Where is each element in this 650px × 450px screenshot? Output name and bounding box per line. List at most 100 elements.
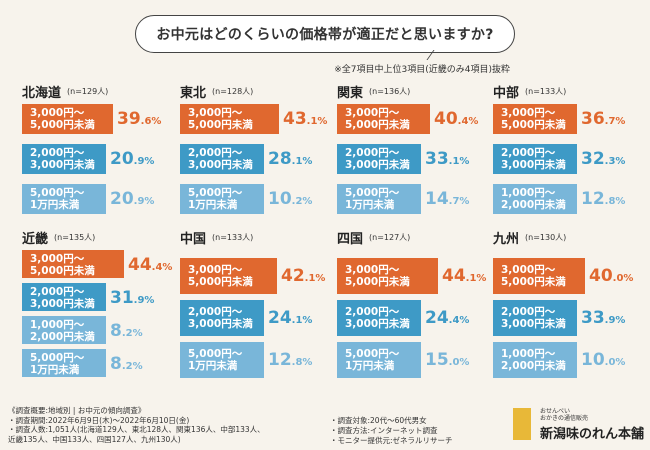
value-decimal: .0%: [612, 273, 634, 284]
value-integer: 10: [268, 189, 292, 209]
survey-respondents: ・調査人数:1,051人(北海道129人、東北128人、関東136人、中部133…: [8, 425, 265, 434]
bar-label: 3,000円～ 5,000円未満: [501, 107, 566, 131]
bar-label: 2,000円～ 3,000円未満: [345, 147, 410, 171]
bar-1: 2,000円～ 3,000円未満: [180, 300, 264, 336]
bar-2: 5,000円～ 1万円未満: [337, 184, 421, 214]
bar-0: 3,000円～ 5,000円未満: [337, 258, 438, 294]
value-decimal: .8%: [291, 357, 313, 368]
region-panel: 北海道 (n=129人) 3,000円～ 5,000円未満 39.6% 2,000円～ …: [22, 82, 172, 232]
value-decimal: .4%: [151, 262, 173, 273]
value-integer: 32: [581, 149, 605, 169]
brand-tagline: おせんべい おかきの通信販売: [540, 408, 588, 422]
value-integer: 40: [434, 109, 458, 129]
value-integer: 20: [110, 149, 134, 169]
region-sample-size: (n=128人): [212, 87, 254, 96]
bar-label: 2,000円～ 3,000円未満: [188, 306, 253, 330]
region-name: 中部: [493, 86, 520, 101]
brand-name: 新潟味のれん本舗: [540, 427, 645, 442]
region-name: 近畿: [22, 232, 49, 247]
bar-label: 3,000円～ 5,000円未満: [345, 264, 410, 288]
survey-period: ・調査期間:2022年6月9日(木)～2022年6月10日(金): [8, 415, 190, 425]
bar-value-label: 44.4%: [128, 257, 172, 274]
bar-label: 3,000円～ 5,000円未満: [188, 264, 253, 288]
bar-label: 5,000円～ 1万円未満: [188, 187, 243, 211]
survey-respondents-cont: 近畿135人、中国133人、四国127人、九州130人): [8, 434, 181, 444]
value-decimal: .1%: [465, 273, 487, 284]
region-name: 関東: [337, 86, 364, 101]
bar-label: 3,000円～ 5,000円未満: [30, 253, 95, 277]
bar-value-label: 43.1%: [283, 111, 327, 128]
bar-label: 5,000円～ 1万円未満: [188, 348, 243, 372]
value-integer: 12: [581, 189, 605, 209]
value-integer: 8: [110, 321, 122, 341]
bar-label: 2,000円～ 3,000円未満: [188, 147, 253, 171]
bar-0: 3,000円～ 5,000円未満: [493, 104, 577, 134]
region-panel: 中部 (n=133人) 3,000円～ 5,000円未満 36.7% 2,000円～ 3…: [493, 82, 643, 232]
region-name: 四国: [337, 232, 364, 247]
value-integer: 44: [442, 266, 466, 286]
value-integer: 44: [128, 255, 152, 275]
value-decimal: .1%: [306, 116, 328, 127]
bar-value-label: 33.9%: [581, 310, 625, 327]
bar-label: 2,000円～ 3,000円未満: [345, 306, 410, 330]
bar-0: 3,000円～ 5,000円未満: [337, 104, 430, 134]
bar-0: 3,000円～ 5,000円未満: [180, 258, 277, 294]
survey-provider: ・モニター提供元:ゼネラルリサーチ: [330, 436, 453, 445]
region-name: 東北: [180, 86, 207, 101]
bar-1: 2,000円～ 3,000円未満: [22, 144, 106, 174]
bar-label: 5,000円～ 1万円未満: [30, 352, 85, 376]
bar-value-label: 42.1%: [281, 268, 325, 285]
region-name: 北海道: [22, 86, 62, 101]
value-decimal: .1%: [291, 156, 313, 167]
bar-label: 3,000円～ 5,000円未満: [30, 107, 95, 131]
value-decimal: .1%: [304, 273, 326, 284]
page-title: お中元はどのくらいの価格帯が適正だと思いますか?: [135, 15, 515, 53]
value-decimal: .1%: [291, 315, 313, 326]
bar-2: 5,000円～ 1万円未満: [337, 342, 421, 378]
value-decimal: .4%: [457, 116, 479, 127]
bar-value-label: 14.7%: [425, 191, 469, 208]
bar-value-label: 10.0%: [581, 352, 625, 369]
bar-1: 2,000円～ 3,000円未満: [493, 300, 577, 336]
bar-value-label: 24.4%: [425, 310, 469, 327]
value-integer: 14: [425, 189, 449, 209]
value-integer: 12: [268, 350, 292, 370]
bar-value-label: 44.1%: [442, 268, 486, 285]
bar-label: 5,000円～ 1万円未満: [345, 187, 400, 211]
value-decimal: .2%: [121, 361, 143, 372]
value-integer: 40: [589, 266, 613, 286]
bar-0: 3,000円～ 5,000円未満: [180, 104, 279, 134]
value-decimal: .9%: [133, 295, 155, 306]
value-integer: 33: [581, 308, 605, 328]
bar-value-label: 10.2%: [268, 191, 312, 208]
survey-method: ・調査方法:インターネット調査: [330, 426, 438, 435]
bar-1: 2,000円～ 3,000円未満: [22, 283, 106, 311]
subtitle: ※全7項目中上位3項目(近畿のみ4項目)抜粋: [334, 65, 510, 75]
value-decimal: .9%: [133, 156, 155, 167]
value-integer: 28: [268, 149, 292, 169]
value-integer: 8: [110, 354, 122, 374]
survey-summary: 《調査概要:地域別 | お中元の傾向調査》 ・調査期間:2022年6月9日(木)…: [8, 406, 265, 444]
value-decimal: .8%: [604, 196, 626, 207]
bar-value-label: 39.6%: [117, 111, 161, 128]
value-integer: 24: [268, 308, 292, 328]
bar-label: 2,000円～ 3,000円未満: [30, 147, 95, 171]
bar-2: 1,000円～ 2,000円未満: [493, 184, 577, 214]
value-integer: 36: [581, 109, 605, 129]
survey-summary-title: 《調査概要:地域別 | お中元の傾向調査》: [8, 406, 146, 415]
value-decimal: .1%: [448, 156, 470, 167]
bar-value-label: 20.9%: [110, 151, 154, 168]
value-integer: 39: [117, 109, 141, 129]
value-decimal: .3%: [604, 156, 626, 167]
bar-label: 3,000円～ 5,000円未満: [501, 264, 566, 288]
bar-1: 2,000円～ 3,000円未満: [493, 144, 577, 174]
bar-value-label: 15.0%: [425, 352, 469, 369]
value-decimal: .2%: [291, 196, 313, 207]
value-integer: 31: [110, 288, 134, 308]
bar-2: 1,000円～ 2,000円未満: [493, 342, 577, 378]
survey-target: ・調査対象:20代～60代男女: [330, 416, 427, 425]
bar-value-label: 40.4%: [434, 111, 478, 128]
region-panel: 東北 (n=128人) 3,000円～ 5,000円未満 43.1% 2,000円～ 3…: [180, 82, 330, 232]
region-panel: 九州 (n=130人) 3,000円～ 5,000円未満 40.0% 2,000円～ 3…: [493, 228, 643, 378]
bar-1: 2,000円～ 3,000円未満: [337, 300, 421, 336]
